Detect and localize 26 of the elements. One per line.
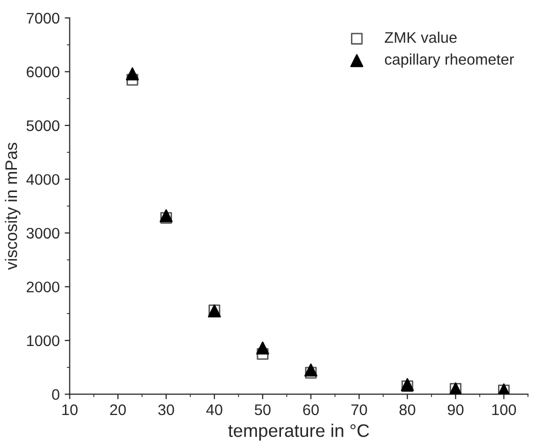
- point: [256, 342, 270, 355]
- point: [126, 67, 139, 80]
- y-tick-label: 3000: [26, 228, 60, 239]
- y-tick-label: 6000: [26, 66, 60, 78]
- y-tick-label: 4000: [26, 174, 60, 185]
- y-tick-label: 1000: [27, 335, 60, 346]
- x-tick-label: 40: [206, 404, 222, 416]
- y-tick-label: 0: [52, 389, 60, 400]
- x-tick-label: 100: [492, 404, 516, 416]
- x-tick-label: 30: [158, 404, 174, 416]
- y-axis-title: viscosity in mPas: [4, 142, 20, 270]
- x-tick-label: 80: [400, 404, 416, 416]
- x-tick-label: 60: [303, 404, 319, 416]
- y-tick-label: 5000: [26, 120, 60, 132]
- x-tick-label: 70: [351, 404, 368, 416]
- x-tick-label: 50: [254, 404, 271, 416]
- x-tick-label: 20: [110, 404, 126, 416]
- point: [160, 209, 173, 222]
- y-tick-label: 2000: [26, 282, 60, 292]
- legend-label: capillary rheometer: [384, 54, 514, 68]
- x-tick-label: 10: [62, 404, 78, 416]
- point: [304, 364, 318, 377]
- x-tick-label: 90: [448, 404, 464, 416]
- legend-label: ZMK value: [384, 32, 457, 43]
- y-tick-label: 7000: [26, 12, 60, 24]
- x-axis-title: temperature in °C: [228, 424, 369, 441]
